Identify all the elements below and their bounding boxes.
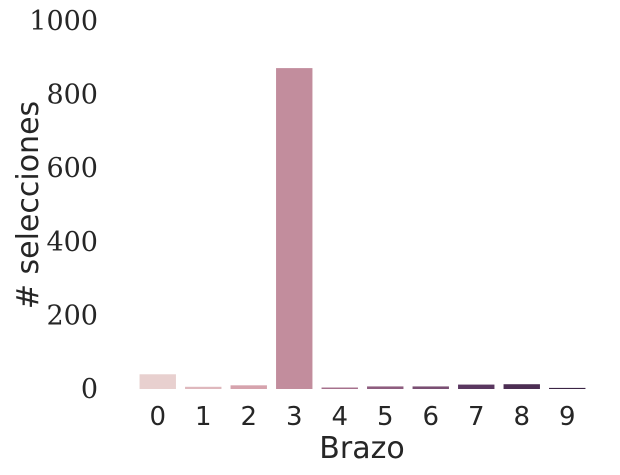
bar-3 xyxy=(276,68,313,389)
bars xyxy=(139,68,586,389)
y-axis-label: # selecciones xyxy=(11,101,46,309)
bar-6 xyxy=(412,386,449,389)
bar-9 xyxy=(549,387,586,389)
bar-7 xyxy=(458,384,495,389)
x-tick-label: 5 xyxy=(377,402,394,432)
x-tick-label: 2 xyxy=(240,402,257,432)
x-tick-label: 0 xyxy=(149,402,166,432)
bar-1 xyxy=(185,386,222,389)
y-tick-label: 600 xyxy=(46,153,98,184)
y-tick-label: 1000 xyxy=(29,6,98,37)
x-axis-label: Brazo xyxy=(319,431,404,466)
y-tick-label: 800 xyxy=(46,80,98,111)
x-tick-label: 7 xyxy=(468,402,485,432)
x-tick-label: 8 xyxy=(513,402,530,432)
y-tick-label: 0 xyxy=(81,374,98,405)
bar-0 xyxy=(139,374,176,389)
y-tick-label: 400 xyxy=(46,227,98,258)
bar-8 xyxy=(503,384,540,389)
x-tick-label: 9 xyxy=(559,402,576,432)
y-axis-ticks: 0 200 400 600 800 1000 xyxy=(29,6,98,405)
x-tick-label: 3 xyxy=(286,402,303,432)
x-tick-label: 1 xyxy=(195,402,212,432)
bar-4 xyxy=(321,387,358,389)
x-tick-label: 6 xyxy=(422,402,439,432)
x-tick-label: 4 xyxy=(331,402,348,432)
bar-2 xyxy=(230,385,267,389)
bar-5 xyxy=(367,386,404,389)
y-tick-label: 200 xyxy=(46,300,98,331)
